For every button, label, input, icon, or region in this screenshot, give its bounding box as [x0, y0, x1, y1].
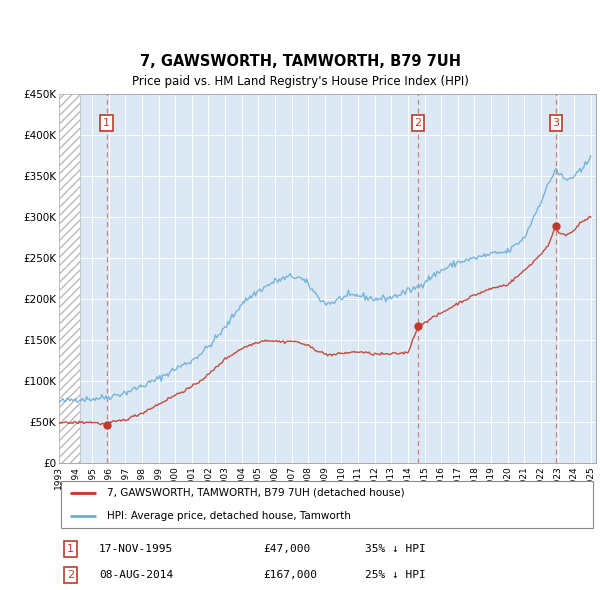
Text: 17-NOV-1995: 17-NOV-1995	[99, 544, 173, 554]
Text: 35% ↓ HPI: 35% ↓ HPI	[365, 544, 425, 554]
Text: Price paid vs. HM Land Registry's House Price Index (HPI): Price paid vs. HM Land Registry's House …	[131, 75, 469, 88]
Text: 08-AUG-2014: 08-AUG-2014	[99, 571, 173, 580]
Text: HPI: Average price, detached house, Tamworth: HPI: Average price, detached house, Tamw…	[107, 511, 351, 521]
Text: 2: 2	[415, 118, 421, 128]
Text: 2: 2	[67, 571, 74, 580]
Bar	[59, 94, 80, 463]
Text: 1: 1	[67, 544, 74, 554]
Text: 25% ↓ HPI: 25% ↓ HPI	[365, 571, 425, 580]
Text: 7, GAWSWORTH, TAMWORTH, B79 7UH: 7, GAWSWORTH, TAMWORTH, B79 7UH	[139, 54, 461, 70]
Text: 1: 1	[103, 118, 110, 128]
Text: £47,000: £47,000	[263, 544, 310, 554]
Text: £167,000: £167,000	[263, 571, 317, 580]
Text: 7, GAWSWORTH, TAMWORTH, B79 7UH (detached house): 7, GAWSWORTH, TAMWORTH, B79 7UH (detache…	[107, 488, 405, 498]
Text: 3: 3	[553, 118, 559, 128]
FancyBboxPatch shape	[61, 480, 593, 529]
